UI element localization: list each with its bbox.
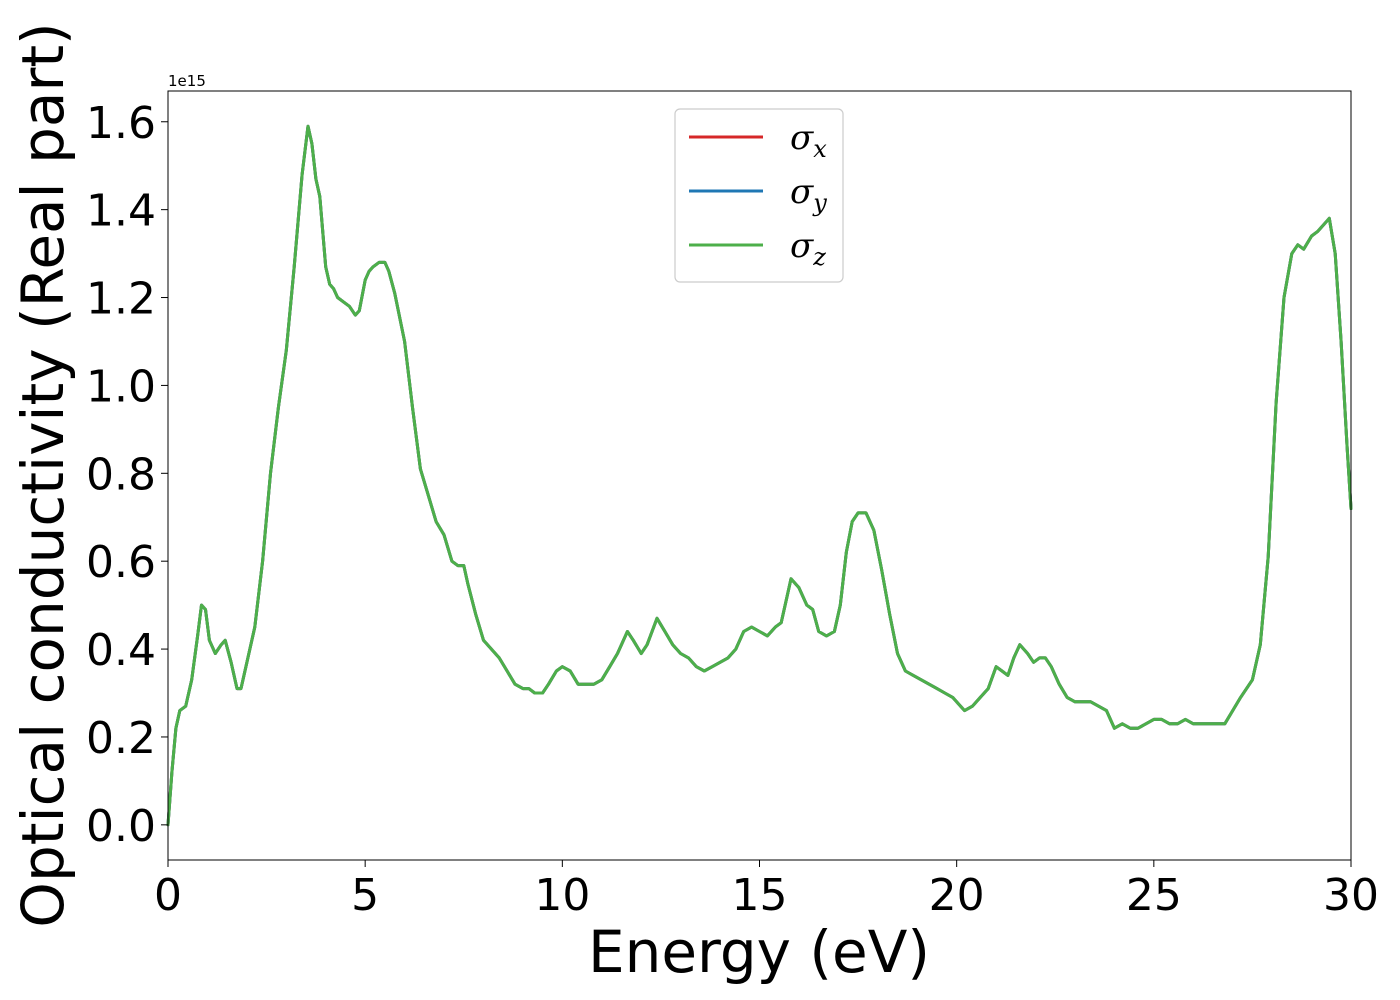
- y-tick-label: 0.8: [86, 449, 156, 500]
- y-tick-label: 0.0: [86, 801, 156, 852]
- y-tick-label: 1.0: [86, 361, 156, 412]
- legend-subscript: z: [812, 243, 826, 271]
- y-tick-label: 1.4: [86, 186, 156, 237]
- y-tick-label: 0.6: [86, 537, 156, 588]
- x-tick-label: 15: [732, 870, 788, 921]
- y-tick-label: 1.2: [86, 274, 156, 325]
- legend-box: [674, 108, 844, 283]
- x-axis: 0 5 10 15 20 25 30: [154, 860, 1379, 921]
- y-axis: 0.0 0.2 0.4 0.6 0.8 1.0 1.2 1.4 1.6: [86, 98, 168, 852]
- x-tick-label: 5: [351, 870, 379, 921]
- x-tick-label: 10: [534, 870, 590, 921]
- series-line-σz: [166, 124, 1353, 827]
- y-axis-title: Optical conductivity (Real part): [9, 22, 77, 927]
- x-axis-title: Energy (eV): [588, 918, 930, 986]
- legend-subscript: y: [812, 189, 827, 217]
- y-tick-label: 0.2: [86, 713, 156, 764]
- x-tick-label: 0: [154, 870, 182, 921]
- x-tick-label: 20: [929, 870, 985, 921]
- x-tick-label: 25: [1126, 870, 1182, 921]
- legend-subscript: x: [813, 135, 827, 163]
- y-tick-label: 1.6: [86, 98, 156, 149]
- x-tick-label: 30: [1323, 870, 1379, 921]
- y-axis-offset-text: 1e15: [168, 72, 206, 90]
- y-tick-label: 0.4: [86, 625, 156, 676]
